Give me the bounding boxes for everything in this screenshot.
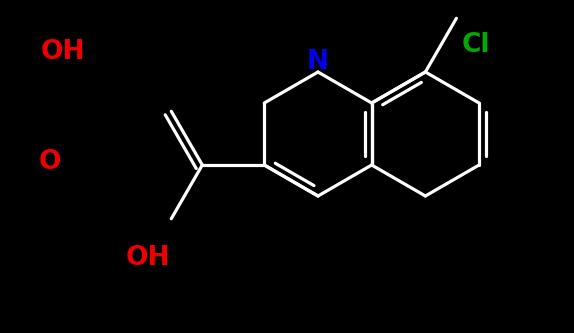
Text: OH: OH (41, 39, 86, 65)
Text: O: O (39, 149, 61, 175)
Text: N: N (307, 49, 329, 75)
Text: Cl: Cl (461, 32, 490, 58)
Text: OH: OH (126, 245, 170, 271)
